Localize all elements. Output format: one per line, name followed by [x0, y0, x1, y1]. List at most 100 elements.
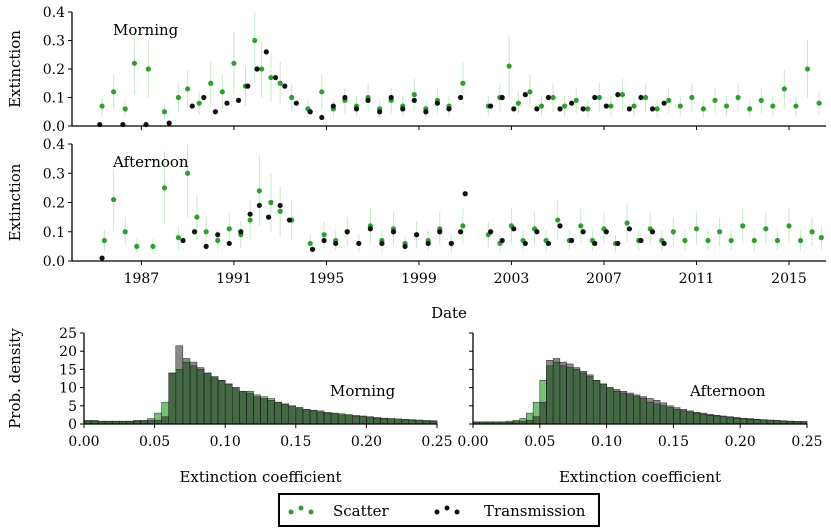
scatter-point [786, 223, 792, 229]
scatter-point [161, 109, 168, 115]
scatter-point [728, 237, 734, 244]
x-tick-label: 0.05 [524, 434, 555, 450]
scatter-point [774, 237, 781, 244]
transmission-histogram-bar [592, 380, 601, 425]
x-axis-label: Extinction coefficient [559, 468, 721, 486]
y-tick-label: 0.4 [43, 137, 65, 153]
scatter-point [506, 63, 512, 69]
transmission-point [203, 243, 209, 249]
scatter-point [203, 229, 209, 235]
transmission-histogram-bar [713, 415, 721, 425]
scatter-point [538, 103, 545, 109]
transmission-point [568, 237, 575, 244]
scatter-point [111, 196, 117, 203]
morning-histogram-panel: 0 5 10 15 20 25 0.00 0.05 0.10 0.15 0.20 0.25 Mornin… [6, 326, 453, 486]
scatter-point [585, 106, 591, 112]
transmission-point [522, 92, 528, 98]
transmission-histogram-bar [344, 415, 353, 425]
scatter-point [596, 94, 602, 101]
transmission-point [212, 109, 218, 115]
transmission-point [425, 240, 431, 247]
scatter-point [131, 60, 138, 66]
scatter-point [781, 86, 787, 92]
scatter-point [161, 185, 168, 191]
transmission-point [367, 226, 373, 232]
transmission-point [522, 240, 528, 247]
scatter-point [705, 237, 711, 244]
scatter-point [723, 103, 730, 109]
transmission-histogram-bar [666, 405, 674, 425]
transmission-point [272, 74, 279, 81]
scatter-point [277, 208, 283, 214]
scatter-point [693, 226, 700, 232]
scatter-point [150, 243, 156, 249]
transmission-histogram-bar [686, 410, 694, 425]
transmission-histogram-bar [316, 411, 325, 425]
transmission-point [557, 223, 563, 229]
transmission-histogram-bar [260, 398, 268, 425]
transmission-point [330, 103, 336, 109]
transmission-point [319, 114, 325, 121]
transmission-histogram-bar [182, 358, 191, 425]
transmission-point [638, 237, 644, 244]
transmission-histogram-bar [673, 407, 681, 425]
scatter-point [562, 103, 568, 109]
scatter-point [816, 100, 822, 106]
scatter-point [208, 80, 214, 86]
x-tick-label: 2011 [679, 271, 715, 287]
transmission-histogram-bar [539, 401, 547, 425]
transmission-histogram-bar [753, 419, 761, 425]
transmission-point [365, 97, 371, 103]
transmission-histogram-bar [161, 416, 169, 425]
transmission-point [180, 237, 186, 244]
scatter-point [608, 103, 614, 109]
transmission-histogram-bar [352, 416, 360, 425]
x-tick-label: 0.05 [139, 434, 170, 450]
transmission-histogram-bar [189, 361, 198, 425]
scatter-point [289, 94, 295, 101]
transmission-histogram-bar [366, 417, 374, 425]
x-tick-label: 0.15 [280, 434, 311, 450]
scatter-point [717, 229, 723, 235]
transmission-point [615, 92, 621, 98]
transmission-point [254, 66, 260, 72]
transmission-point [649, 229, 656, 235]
scatter-point [122, 229, 128, 235]
transmission-histogram-bar [746, 418, 754, 425]
panel-title: Afternoon [689, 382, 766, 400]
transmission-point [238, 229, 244, 235]
transmission-point [649, 106, 656, 112]
transmission-histogram-bar [309, 410, 318, 425]
transmission-histogram-bar [626, 392, 634, 425]
scatter-point [689, 94, 695, 101]
y-tick-label: 0.1 [43, 91, 65, 107]
y-axis-label: Prob. density [6, 328, 24, 429]
x-axis-label: Date [431, 304, 467, 322]
y-axis-label: Extinction [6, 30, 24, 108]
scatter-point [268, 199, 274, 206]
transmission-point [293, 100, 299, 106]
transmission-point [545, 94, 552, 101]
scatter-point [231, 60, 237, 66]
transmission-point [321, 237, 327, 244]
scatter-point [256, 188, 262, 194]
transmission-point [400, 106, 406, 112]
scatter-point [321, 232, 327, 238]
transmission-point [511, 106, 517, 112]
y-tick-label: 0.3 [43, 34, 65, 50]
y-tick-label: 5 [68, 399, 77, 415]
transmission-histogram-bar [726, 416, 734, 425]
transmission-point [277, 202, 283, 209]
transmission-point [661, 100, 667, 106]
scatter-point [793, 103, 799, 109]
legend-scatter-marker [288, 505, 314, 515]
transmission-histogram-bar [232, 387, 240, 425]
scatter-point [666, 97, 672, 103]
transmission-point [353, 106, 360, 112]
transmission-point [286, 217, 293, 223]
transmission-histogram-bar [253, 396, 261, 425]
transmission-point [307, 109, 313, 115]
afternoon-histogram-panel: 0.00 0.05 0.10 0.15 0.20 0.25 Afternoon Extinct… [457, 332, 823, 486]
transmission-histogram-bar [210, 376, 219, 425]
